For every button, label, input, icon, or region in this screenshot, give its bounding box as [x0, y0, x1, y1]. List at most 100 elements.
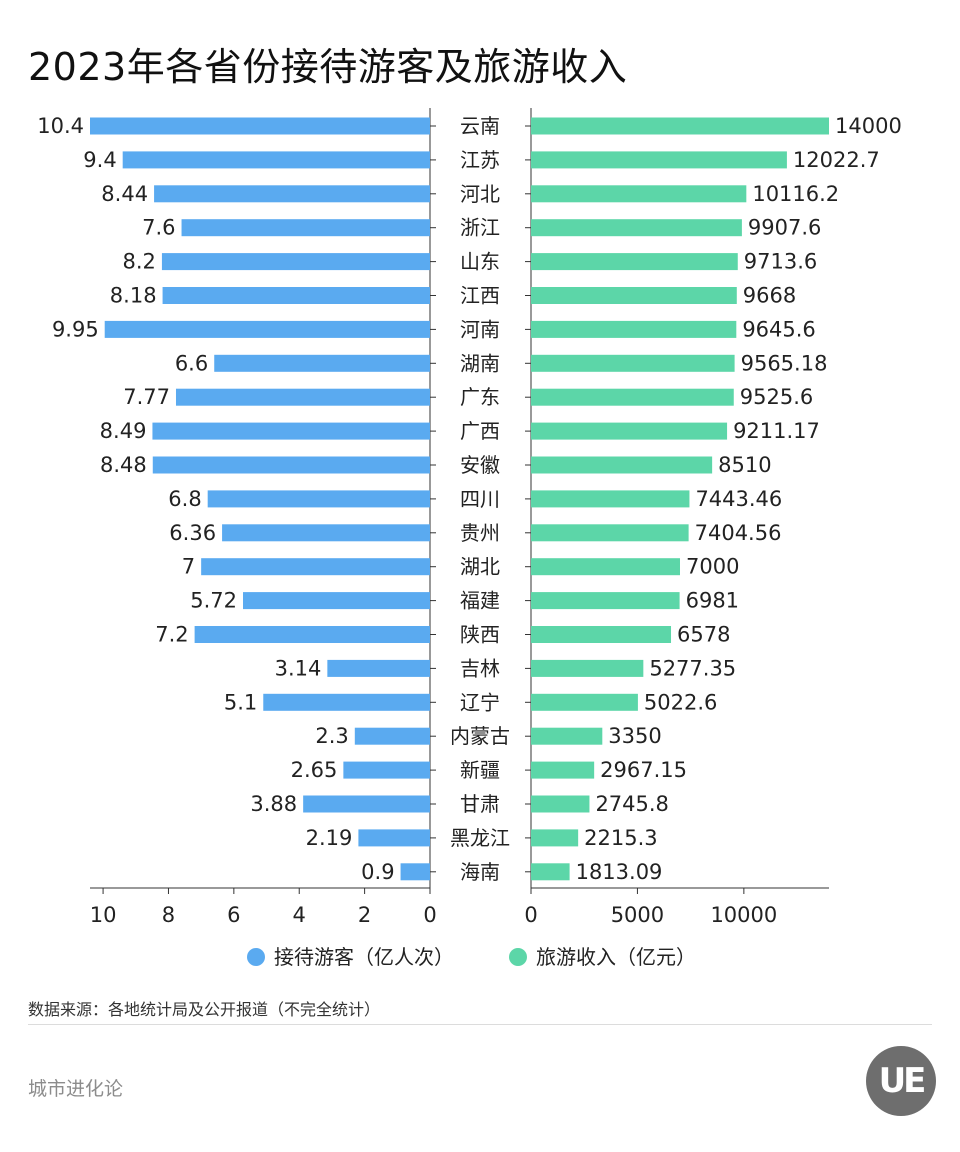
visitors-data-label: 2.3: [315, 724, 348, 748]
visitors-bar: [154, 185, 431, 203]
revenue-data-label: 9713.6: [744, 250, 817, 274]
revenue-data-label: 7443.46: [695, 487, 782, 511]
revenue-tick-label: 10000: [710, 903, 777, 927]
visitors-bar: [161, 253, 430, 271]
revenue-bar: [531, 185, 747, 203]
revenue-data-label: 9211.17: [733, 419, 820, 443]
visitors-tick-label: 4: [293, 903, 306, 927]
visitors-bar: [90, 117, 430, 135]
visitors-data-label: 7.2: [155, 623, 188, 647]
revenue-bar: [531, 151, 787, 169]
visitors-bar: [400, 863, 430, 881]
revenue-data-label: 12022.7: [793, 148, 880, 172]
revenue-data-label: 5277.35: [649, 656, 736, 680]
revenue-tick-label: 5000: [611, 903, 664, 927]
revenue-data-label: 9565.18: [741, 351, 828, 375]
revenue-bar: [531, 219, 742, 237]
province-label: 湖北: [460, 555, 500, 579]
province-label: 新疆: [460, 758, 500, 782]
visitors-data-label: 8.48: [100, 453, 147, 477]
revenue-data-label: 9668: [743, 284, 796, 308]
province-label: 云南: [460, 114, 500, 138]
revenue-data-label: 7404.56: [695, 521, 782, 545]
revenue-bar: [531, 829, 579, 847]
visitors-data-label: 8.44: [101, 182, 148, 206]
revenue-bar: [531, 659, 644, 677]
visitors-data-label: 9.4: [83, 148, 116, 172]
revenue-data-label: 2215.3: [584, 826, 657, 850]
visitors-data-label: 2.19: [306, 826, 353, 850]
province-label: 海南: [460, 860, 500, 884]
visitors-bar: [162, 287, 431, 304]
province-label: 福建: [460, 589, 500, 613]
revenue-bar: [531, 490, 690, 508]
revenue-bar: [531, 456, 713, 474]
revenue-bar: [531, 592, 680, 610]
legend-label-revenue: 旅游收入（亿元）: [536, 945, 696, 969]
province-label: 河南: [460, 317, 500, 341]
legend-swatch-visitors: [247, 948, 265, 966]
province-label: 广东: [460, 385, 500, 409]
brand-name: 城市进化论: [28, 1078, 124, 1100]
revenue-data-label: 9525.6: [740, 385, 813, 409]
visitors-data-label: 9.95: [52, 317, 99, 341]
visitors-tick-label: 6: [227, 903, 240, 927]
visitors-bar: [327, 659, 430, 677]
revenue-data-label: 9645.6: [742, 317, 815, 341]
revenue-data-label: 9907.6: [748, 216, 821, 240]
visitors-tick-label: 8: [162, 903, 175, 927]
visitors-bar: [201, 558, 430, 576]
province-label: 甘肃: [460, 792, 500, 816]
visitors-tick-label: 0: [423, 903, 436, 927]
province-label: 广西: [460, 419, 500, 443]
revenue-bar: [531, 320, 737, 338]
revenue-data-label: 6578: [677, 623, 730, 647]
visitors-data-label: 8.18: [110, 284, 157, 308]
visitors-bar: [207, 490, 430, 508]
revenue-bar: [531, 388, 734, 406]
revenue-bar: [531, 117, 829, 135]
visitors-bar: [194, 626, 430, 643]
revenue-bar: [531, 626, 672, 643]
visitors-data-label: 6.8: [168, 487, 201, 511]
visitors-bar: [104, 320, 430, 338]
visitors-bar: [175, 388, 430, 406]
revenue-data-label: 10116.2: [752, 182, 839, 206]
visitors-data-label: 3.88: [250, 792, 297, 816]
province-label: 江苏: [460, 148, 500, 172]
province-label: 四川: [460, 487, 500, 511]
butterfly-bar-chart: 10.4 云南 14000 9.4 江苏 12022.7 8.44 河北 10116.2 7.6 浙…: [37, 108, 902, 969]
revenue-bar: [531, 795, 590, 813]
legend-swatch-revenue: [509, 948, 527, 966]
visitors-data-label: 7.77: [123, 385, 170, 409]
province-label: 吉林: [460, 656, 500, 680]
province-label: 江西: [460, 284, 500, 308]
revenue-bar: [531, 422, 728, 440]
revenue-data-label: 3350: [608, 724, 661, 748]
visitors-data-label: 6.36: [169, 521, 216, 545]
footer-divider: [28, 1024, 932, 1025]
revenue-data-label: 7000: [686, 555, 739, 579]
visitors-bar: [152, 422, 430, 440]
data-source-note: 数据来源：各地统计局及公开报道（不完全统计）: [28, 1000, 381, 1019]
legend-label-visitors: 接待游客（亿人次）: [274, 945, 454, 969]
province-label: 河北: [460, 182, 500, 206]
revenue-data-label: 2967.15: [600, 758, 687, 782]
visitors-bar: [343, 761, 430, 779]
visitors-bar: [181, 219, 430, 237]
visitors-bar: [152, 456, 430, 474]
province-label: 安徽: [460, 453, 500, 477]
province-label: 陕西: [460, 623, 500, 647]
visitors-bar: [354, 727, 430, 745]
revenue-data-label: 8510: [718, 453, 771, 477]
revenue-data-label: 2745.8: [595, 792, 668, 816]
visitors-tick-label: 10: [90, 903, 117, 927]
revenue-bar: [531, 863, 570, 881]
visitors-bar: [243, 592, 430, 610]
visitors-bar: [222, 524, 430, 542]
visitors-data-label: 8.49: [100, 419, 147, 443]
province-label: 浙江: [460, 216, 500, 240]
revenue-bar: [531, 253, 738, 271]
visitors-bar: [358, 829, 430, 847]
province-label: 贵州: [460, 521, 500, 545]
